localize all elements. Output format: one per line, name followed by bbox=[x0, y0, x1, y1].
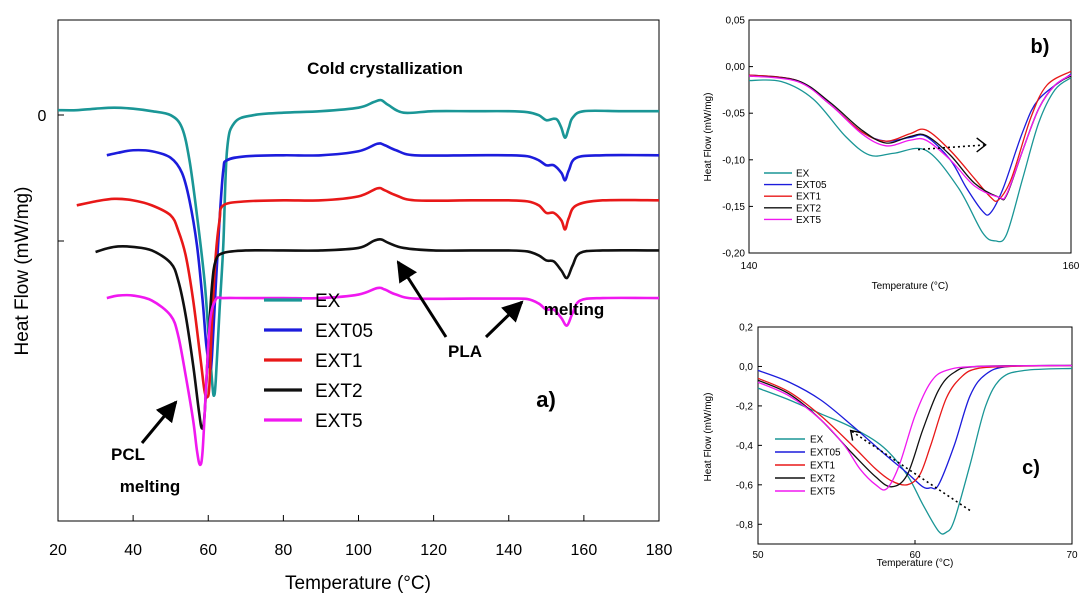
legend-label-c-ext5: EXT5 bbox=[810, 487, 835, 498]
xlabel-a: Temperature (°C) bbox=[285, 573, 431, 594]
x-ticks-b: 140 160 bbox=[741, 249, 1080, 272]
panel-b: 140 160 -0,20 -0,15 -0,10 -0,05 0,00 0,05 Heat… bbox=[703, 16, 1080, 293]
plot-frame-a bbox=[57, 19, 660, 522]
legend-label-b-ex: EX bbox=[796, 169, 810, 180]
annotation-pla-melting: melting bbox=[544, 300, 604, 319]
legend-label-a-ex: EX bbox=[315, 291, 341, 312]
legend-label-a-ext05: EXT05 bbox=[315, 321, 373, 342]
legend-label-b-ext1: EXT1 bbox=[796, 192, 821, 203]
x-tick-label-a: 40 bbox=[124, 542, 142, 559]
ylabel-a: Heat Flow (mW/mg) bbox=[12, 187, 33, 356]
series-line-c-ext05 bbox=[757, 364, 1073, 490]
ylabel-b: Heat Flow (mW/mg) bbox=[703, 93, 714, 182]
y-tick-label-b: -0,15 bbox=[722, 202, 745, 213]
x-tick-label-b: 160 bbox=[1063, 261, 1080, 272]
curves-b bbox=[748, 70, 1072, 243]
legend-label-b-ext5: EXT5 bbox=[796, 215, 821, 226]
y-tick-label-c: -0,2 bbox=[736, 401, 754, 412]
x-tick-label-a: 180 bbox=[646, 542, 673, 559]
y-tick-label-c: 0,0 bbox=[739, 362, 753, 373]
plot-frame-c bbox=[757, 326, 1073, 545]
annotation-pcl-melting: melting bbox=[120, 477, 180, 496]
legend-label-b-ext05: EXT05 bbox=[796, 180, 827, 191]
y-tick-label-c: -0,6 bbox=[736, 480, 754, 491]
series-line-a-ext05 bbox=[106, 142, 660, 371]
series-line-b-ex bbox=[748, 77, 1072, 243]
x-tick-label-a: 20 bbox=[49, 542, 67, 559]
curves-a bbox=[57, 98, 660, 467]
series-line-b-ext5 bbox=[748, 74, 1072, 200]
legend-label-c-ex: EX bbox=[810, 435, 824, 446]
y-tick-label-c: -0,8 bbox=[736, 520, 754, 531]
legend-label-c-ext05: EXT05 bbox=[810, 448, 841, 459]
panel-label-a: a) bbox=[536, 387, 556, 412]
y-ticks-c: -0,8 -0,6 -0,4 -0,2 0,0 0,2 bbox=[736, 323, 762, 531]
arrowhead-c bbox=[849, 429, 861, 441]
y-tick-label-c: 0,2 bbox=[739, 323, 753, 334]
legend-label-b-ext2: EXT2 bbox=[796, 203, 821, 214]
x-tick-label-a: 140 bbox=[495, 542, 522, 559]
annotation-cold-crystallization: Cold crystallization bbox=[307, 59, 463, 78]
series-line-a-ext1 bbox=[76, 186, 660, 399]
arrow-b bbox=[917, 144, 986, 151]
y-tick-label-a: 0 bbox=[38, 108, 47, 125]
ylabel-c: Heat Flow (mW/mg) bbox=[703, 393, 714, 482]
arrow-pla-cold-crystallization bbox=[396, 260, 448, 338]
y-tick-label-b: 0,00 bbox=[726, 62, 746, 73]
x-tick-label-a: 60 bbox=[199, 542, 217, 559]
x-tick-label-c: 70 bbox=[1066, 550, 1078, 561]
plot-frame-b bbox=[748, 19, 1072, 254]
panel-label-c: c) bbox=[1022, 457, 1040, 479]
legend-label-a-ext1: EXT1 bbox=[315, 351, 363, 372]
panel-c: 50 60 70 -0,8 -0,6 -0,4 -0,2 0,0 0,2 Heat Flow … bbox=[703, 323, 1078, 570]
x-tick-label-a: 120 bbox=[420, 542, 447, 559]
y-tick-label-c: -0,4 bbox=[736, 441, 754, 452]
xlabel-b: Temperature (°C) bbox=[872, 281, 949, 292]
series-line-a-ext2 bbox=[95, 238, 660, 430]
x-ticks-c: 50 60 70 bbox=[752, 540, 1078, 561]
annotation-pla: PLA bbox=[448, 342, 482, 361]
y-tick-label-b: 0,05 bbox=[726, 16, 746, 27]
arrowhead-b bbox=[976, 137, 987, 153]
arrow-c bbox=[850, 429, 971, 512]
legend-label-c-ext2: EXT2 bbox=[810, 474, 835, 485]
series-line-c-ext5 bbox=[757, 364, 1073, 491]
y-tick-label-b: -0,05 bbox=[722, 109, 745, 120]
legend-c: EX EXT05 EXT1 EXT2 EXT5 bbox=[775, 435, 841, 498]
legend-a: EX EXT05 EXT1 EXT2 EXT5 bbox=[264, 291, 373, 432]
panel-a: 20 40 60 80 100 120 140 160 180 0 Heat Flow (mW/… bbox=[12, 19, 672, 594]
y-tick-label-b: -0,20 bbox=[722, 249, 745, 260]
arrow-pcl-melting bbox=[140, 400, 178, 444]
series-line-a-ext5 bbox=[106, 286, 660, 467]
x-tick-label-a: 160 bbox=[571, 542, 598, 559]
y-tick-label-b: -0,10 bbox=[722, 155, 745, 166]
curves-c bbox=[757, 364, 1073, 535]
x-tick-label-a: 80 bbox=[274, 542, 292, 559]
y-ticks-a: 0 bbox=[38, 108, 64, 242]
legend-label-a-ext5: EXT5 bbox=[315, 411, 363, 432]
y-ticks-b: -0,20 -0,15 -0,10 -0,05 0,00 0,05 bbox=[722, 16, 753, 260]
series-line-c-ext1 bbox=[757, 364, 1073, 486]
series-line-c-ex bbox=[757, 367, 1073, 535]
series-line-a-ex bbox=[57, 98, 659, 398]
x-tick-label-c: 60 bbox=[909, 550, 921, 561]
x-tick-label-a: 100 bbox=[345, 542, 372, 559]
annotation-pcl: PCL bbox=[111, 445, 145, 464]
arrow-pla-melting bbox=[484, 300, 524, 339]
x-ticks-a: 20 40 60 80 100 120 140 160 180 bbox=[49, 515, 672, 559]
xlabel-c: Temperature (°C) bbox=[877, 558, 954, 569]
x-tick-label-c: 50 bbox=[752, 550, 764, 561]
x-tick-label-b: 140 bbox=[741, 261, 758, 272]
legend-label-a-ext2: EXT2 bbox=[315, 381, 363, 402]
legend-label-c-ext1: EXT1 bbox=[810, 461, 835, 472]
panel-label-b: b) bbox=[1031, 36, 1050, 58]
